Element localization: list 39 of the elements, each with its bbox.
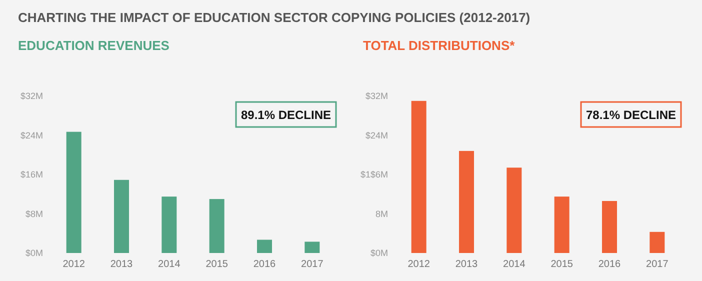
x-tick-label: 2017	[646, 259, 669, 270]
x-tick-label: 2016	[598, 259, 622, 270]
x-tick-label: 2016	[253, 259, 276, 270]
y-tick-label: $1$6M	[360, 170, 388, 180]
y-tick-label: $8M	[25, 208, 43, 219]
chart-subtitle: TOTAL DISTRIBUTIONS*	[363, 38, 516, 53]
y-tick-label: $32M	[365, 91, 388, 101]
bar	[257, 240, 272, 253]
bar	[209, 199, 224, 253]
x-tick-label: 2013	[455, 259, 478, 270]
x-tick-label: 2012	[62, 259, 86, 270]
x-tick-label: 2013	[110, 259, 134, 270]
bar	[114, 180, 129, 253]
chart-title: CHARTING THE IMPACT OF EDUCATION SECTOR COPYING POLICIES (2012-2017)	[18, 10, 530, 25]
chart-subtitle: EDUCATION REVENUES	[18, 38, 170, 53]
y-tick-label: 8M	[375, 208, 388, 219]
bar	[506, 168, 522, 253]
x-tick-label: 2014	[158, 259, 181, 270]
y-tick-label: $24M	[20, 130, 43, 140]
bar	[304, 242, 320, 253]
y-tick-label: $0M	[25, 248, 43, 258]
x-tick-label: 2015	[550, 259, 574, 270]
bar	[602, 200, 617, 253]
y-tick-label: $32M	[20, 91, 43, 101]
x-tick-label: 2014	[503, 259, 526, 270]
bar	[411, 100, 426, 253]
y-tick-label: $0M	[370, 248, 388, 258]
bar	[650, 232, 665, 253]
y-tick-label: $24M	[365, 130, 388, 140]
x-tick-label: 2017	[301, 259, 324, 270]
bar	[66, 132, 82, 253]
x-tick-label: 2012	[408, 259, 430, 270]
annotation: 89.1% DECLINE	[240, 108, 332, 122]
annotation: 78.1% DECLINE	[586, 108, 676, 122]
bar	[459, 150, 474, 253]
bar	[554, 196, 570, 253]
bar	[162, 196, 177, 253]
y-tick-label: $16M	[20, 170, 43, 180]
x-tick-label: 2015	[206, 259, 228, 270]
